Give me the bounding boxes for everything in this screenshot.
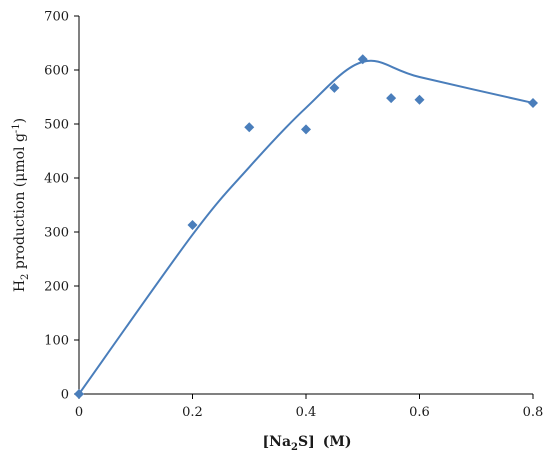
data-points — [74, 54, 538, 399]
y-tick-label: 500 — [44, 118, 69, 133]
x-axis-title: [Na2S] (M) — [263, 434, 352, 453]
data-point-diamond — [414, 94, 425, 105]
y-axis-title-sub: 2 — [20, 274, 31, 280]
y-axis-title-sup: -1 — [11, 123, 22, 133]
axes — [78, 16, 533, 395]
data-point-diamond — [187, 219, 198, 230]
x-axis-title-sub: 2 — [291, 442, 298, 453]
x-axis-title-unit: (M) — [323, 434, 352, 450]
data-point-diamond — [357, 54, 368, 65]
ticks: 0 0.2 0.4 0.6 0.8 0 100 200 300 400 500 600 700 — [44, 10, 543, 421]
data-point-diamond — [329, 82, 340, 93]
y-tick-label: 600 — [44, 64, 69, 79]
y-tick-label: 300 — [44, 226, 69, 241]
x-axis-title-open: [ — [263, 434, 270, 450]
x-tick-label: 0.2 — [182, 405, 203, 420]
x-tick-label: 0.4 — [296, 405, 317, 420]
data-point-diamond — [301, 124, 311, 135]
x-axis-title-base: Na — [269, 434, 291, 450]
x-tick-label: 0.6 — [409, 405, 430, 420]
y-axis-title-rest: production (μmol g — [12, 133, 28, 274]
data-point-diamond — [74, 389, 84, 399]
data-point-diamond — [386, 93, 397, 104]
trend-line — [78, 59, 534, 395]
y-tick-label: 100 — [44, 334, 69, 349]
y-axis-title: H2 production (μmol g-1) — [11, 118, 31, 292]
x-axis-title-rest: S] — [298, 434, 315, 450]
y-axis-title-base: H — [12, 280, 28, 292]
y-tick-label: 400 — [44, 172, 69, 187]
x-tick-label: 0 — [75, 405, 83, 420]
trend-line-group — [78, 59, 534, 395]
y-tick-label: 200 — [44, 280, 69, 295]
x-tick-label: 0.8 — [523, 405, 544, 420]
y-tick-label: 700 — [44, 10, 69, 25]
y-axis-title-close: ) — [12, 118, 28, 123]
data-point-diamond — [244, 122, 255, 133]
y-tick-label: 0 — [61, 388, 69, 403]
data-point-diamond — [528, 97, 538, 108]
